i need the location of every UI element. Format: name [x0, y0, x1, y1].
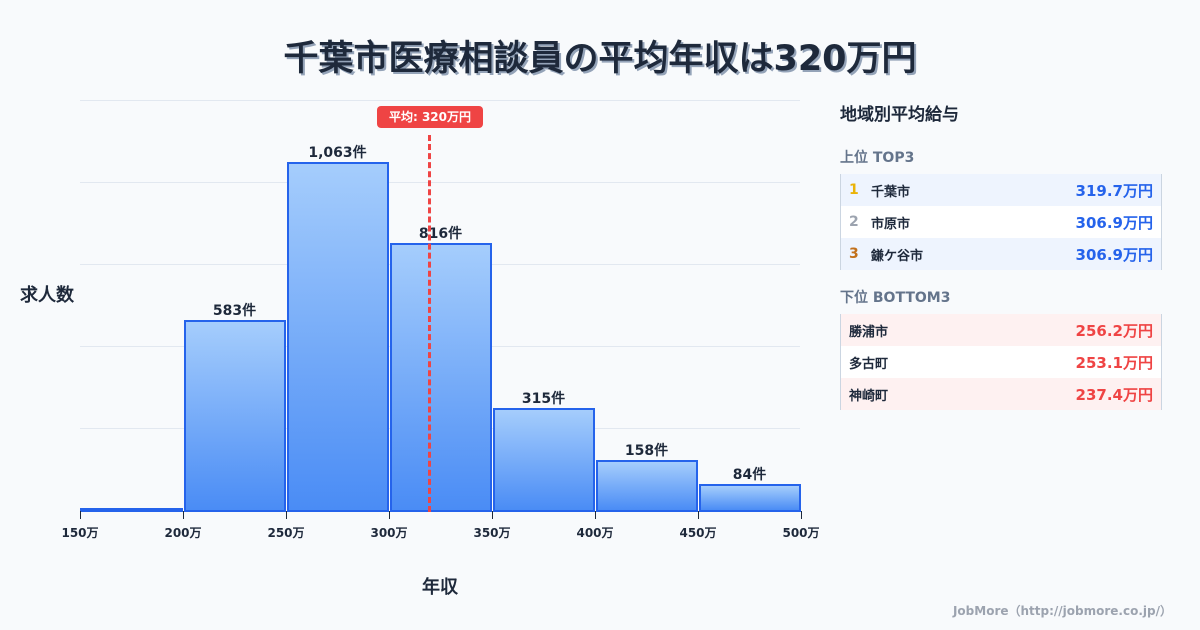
x-tick-label: 400万: [576, 526, 614, 540]
x-tick-label: 500万: [782, 526, 820, 540]
histogram-chart: 求人数 583件 1,063件 816件 315件 158件 84件 平均: 320万円 …: [20, 100, 820, 598]
bar-value-label: 315件: [521, 391, 566, 407]
source-credit: JobMore（http://jobmore.co.jp/）: [952, 604, 1172, 618]
salary-value: 319.7万円: [1075, 181, 1153, 200]
region-name: 神崎町: [849, 388, 889, 404]
rank-number: 1: [849, 182, 859, 198]
histogram-bar: [596, 460, 698, 512]
rank-number: 3: [849, 246, 859, 262]
region-name: 勝浦市: [849, 324, 889, 340]
x-tick-label: 150万: [61, 526, 99, 540]
salary-value: 256.2万円: [1075, 321, 1153, 340]
region-name: 市原市: [871, 216, 911, 232]
bar-value-label: 84件: [732, 467, 767, 483]
grid-line: [80, 100, 800, 101]
regional-salary-panel: 地域別平均給与 上位 TOP3 1 千葉市 319.7万円 2 市原市 306.…: [840, 100, 1162, 410]
top-ranking-table: 1 千葉市 319.7万円 2 市原市 306.9万円 3 鎌ケ谷市 306.9…: [840, 174, 1162, 270]
axis-tick: [595, 511, 596, 519]
region-name: 千葉市: [871, 184, 911, 200]
rank-number: 2: [849, 214, 859, 230]
chart-title: 千葉市医療相談員の平均年収は320万円: [283, 39, 917, 79]
histogram-bar: [287, 162, 389, 512]
axis-tick: [492, 511, 493, 519]
axis-tick: [286, 511, 287, 519]
histogram-bar: [80, 508, 183, 512]
axis-tick: [698, 511, 699, 519]
histogram-bar: [699, 484, 801, 512]
axis-tick: [80, 511, 81, 519]
axis-tick: [801, 511, 802, 519]
ranking-row: 2 市原市 306.9万円: [841, 206, 1161, 238]
top-section-title: 上位 TOP3: [840, 150, 915, 166]
ranking-row: 3 鎌ケ谷市 306.9万円: [841, 238, 1161, 270]
bar-value-label: 816件: [418, 226, 463, 242]
average-line: [428, 135, 431, 512]
ranking-row: 神崎町 237.4万円: [841, 378, 1161, 410]
grid-line: [80, 182, 800, 183]
region-name: 鎌ケ谷市: [871, 248, 924, 264]
bottom-ranking-table: 勝浦市 256.2万円 多古町 253.1万円 神崎町 237.4万円: [840, 314, 1162, 410]
bar-value-label: 1,063件: [308, 145, 367, 161]
bar-value-label: 158件: [624, 443, 669, 459]
histogram-bar: [390, 243, 492, 512]
histogram-bar: [184, 320, 286, 512]
x-tick-label: 450万: [679, 526, 717, 540]
x-tick-label: 250万: [267, 526, 305, 540]
salary-value: 253.1万円: [1075, 353, 1153, 372]
salary-value: 237.4万円: [1075, 385, 1153, 404]
y-axis-label: 求人数: [20, 285, 74, 306]
salary-value: 306.9万円: [1075, 213, 1153, 232]
histogram-bar: [493, 408, 595, 512]
region-name: 多古町: [849, 356, 889, 372]
x-tick-label: 350万: [473, 526, 511, 540]
average-badge: 平均: 320万円: [377, 106, 483, 128]
axis-tick: [183, 511, 184, 519]
ranking-row: 1 千葉市 319.7万円: [841, 174, 1161, 206]
bar-value-label: 583件: [212, 303, 257, 319]
salary-value: 306.9万円: [1075, 245, 1153, 264]
panel-title: 地域別平均給与: [840, 105, 959, 125]
bottom-section-title: 下位 BOTTOM3: [840, 290, 951, 306]
axis-tick: [389, 511, 390, 519]
ranking-row: 勝浦市 256.2万円: [841, 314, 1161, 346]
x-axis-label: 年収: [422, 577, 458, 598]
x-tick-label: 300万: [370, 526, 408, 540]
ranking-row: 多古町 253.1万円: [841, 346, 1161, 378]
x-tick-label: 200万: [164, 526, 202, 540]
